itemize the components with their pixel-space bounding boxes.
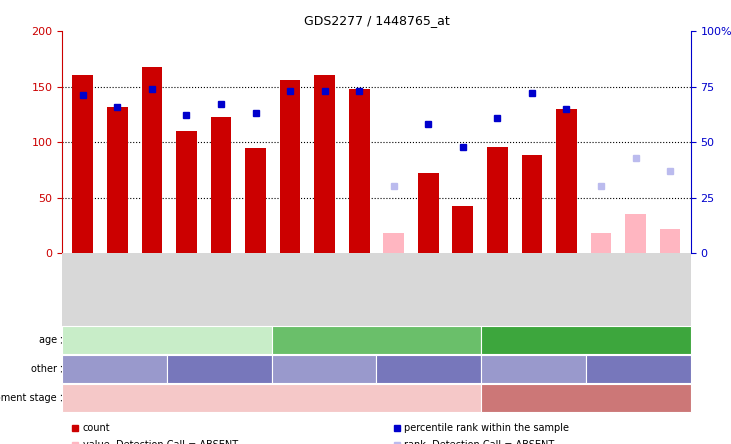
Bar (383, 233, 404, 253)
Bar (211, 117, 232, 253)
Text: RNP: RNP (418, 364, 439, 374)
Text: development stage: development stage (0, 393, 60, 403)
Text: 17 d: 17 d (156, 335, 178, 345)
Text: adult: adult (572, 393, 599, 403)
Bar (142, 67, 162, 253)
Bar (487, 147, 508, 253)
Text: count: count (83, 423, 110, 432)
Bar (349, 89, 370, 253)
Bar (418, 173, 439, 253)
Text: rank, Detection Call = ABSENT: rank, Detection Call = ABSENT (404, 440, 555, 444)
Text: polysome: polysome (508, 364, 559, 374)
Text: percentile rank within the sample: percentile rank within the sample (404, 423, 569, 432)
Text: 60 - 80 d: 60 - 80 d (563, 335, 609, 345)
Text: RNP: RNP (209, 364, 230, 374)
Bar (591, 233, 611, 253)
Bar (245, 148, 266, 253)
Bar (280, 80, 300, 253)
Text: prepuberal: prepuberal (243, 393, 300, 403)
Bar (314, 75, 335, 253)
Bar (521, 155, 542, 253)
Text: other: other (31, 364, 60, 374)
Text: polysome: polysome (89, 364, 140, 374)
Text: age: age (39, 335, 60, 345)
Bar (452, 206, 473, 253)
Bar (625, 214, 646, 253)
Text: value, Detection Call = ABSENT: value, Detection Call = ABSENT (83, 440, 238, 444)
Bar (659, 229, 681, 253)
Title: GDS2277 / 1448765_at: GDS2277 / 1448765_at (303, 14, 450, 27)
Bar (107, 107, 128, 253)
Text: RNP: RNP (628, 364, 649, 374)
Text: 22 d: 22 d (365, 335, 388, 345)
Text: polysome: polysome (299, 364, 349, 374)
Bar (72, 75, 94, 253)
Bar (176, 131, 197, 253)
Bar (556, 109, 577, 253)
